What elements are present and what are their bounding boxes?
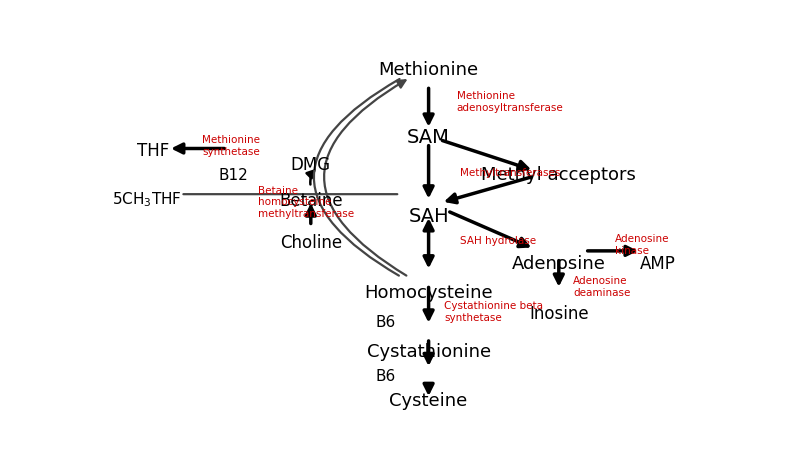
Text: Adenosine
kinase: Adenosine kinase bbox=[614, 234, 669, 256]
Text: B12: B12 bbox=[218, 168, 248, 183]
Text: SAH hydrolase: SAH hydrolase bbox=[459, 236, 536, 246]
Text: THF: THF bbox=[137, 142, 169, 160]
Text: Methyl acceptors: Methyl acceptors bbox=[482, 166, 636, 184]
Text: Choline: Choline bbox=[280, 234, 342, 252]
Text: AMP: AMP bbox=[640, 255, 676, 273]
Text: Adenosine: Adenosine bbox=[512, 255, 606, 273]
Text: SAH: SAH bbox=[408, 207, 449, 226]
Text: Cysteine: Cysteine bbox=[390, 392, 468, 410]
Text: Inosine: Inosine bbox=[529, 305, 589, 323]
Text: Cystathionine beta
synthetase: Cystathionine beta synthetase bbox=[444, 302, 543, 323]
Text: Betaine: Betaine bbox=[279, 192, 342, 210]
Text: Methionine
synthetase: Methionine synthetase bbox=[202, 135, 260, 157]
Text: Betaine
homocysteine
methyltransferase: Betaine homocysteine methyltransferase bbox=[258, 186, 354, 219]
Text: Methionine: Methionine bbox=[378, 61, 478, 79]
Text: Methyltransferases: Methyltransferases bbox=[459, 167, 560, 177]
Text: Cystathionine: Cystathionine bbox=[366, 343, 490, 361]
Text: Methionine
adenosyltransferase: Methionine adenosyltransferase bbox=[457, 91, 563, 112]
Text: SAM: SAM bbox=[407, 128, 450, 147]
Text: B6: B6 bbox=[375, 369, 395, 384]
Text: B6: B6 bbox=[375, 315, 395, 330]
Text: 5CH$_3$THF: 5CH$_3$THF bbox=[111, 190, 182, 209]
Text: DMG: DMG bbox=[290, 156, 331, 174]
Text: Homocysteine: Homocysteine bbox=[364, 284, 493, 302]
Text: Adenosine
deaminase: Adenosine deaminase bbox=[573, 276, 630, 297]
